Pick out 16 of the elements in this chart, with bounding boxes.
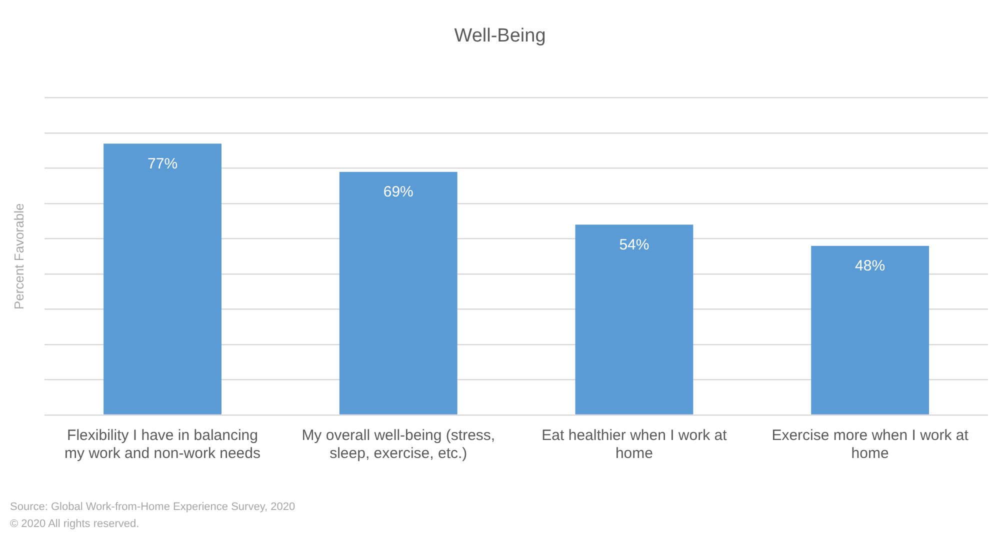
data-label: 48% (855, 257, 886, 274)
data-label: 69% (383, 183, 414, 200)
x-tick-label: Flexibility I have in balancing my work and non-work needs (64, 427, 260, 462)
data-label: 77% (148, 155, 178, 172)
chart-title: Well-Being (454, 26, 546, 47)
y-axis-title: Percent Favorable (11, 203, 26, 310)
bar (104, 144, 222, 414)
x-tick-label: Exercise more when I work at home (772, 427, 970, 462)
x-tick-label: My overall well-being (stress, sleep, exercise, etc.) (302, 427, 496, 462)
text: © 2020 All rights reserved. (10, 517, 140, 532)
data-label: 54% (619, 236, 650, 254)
bar (811, 246, 930, 414)
bar (339, 172, 458, 414)
source-note: Source: Global Work-from-Home Experience Survey, 2020 (10, 500, 296, 515)
x-tick-label: Eat healthier when I work at home (542, 427, 728, 462)
bar (575, 224, 694, 414)
